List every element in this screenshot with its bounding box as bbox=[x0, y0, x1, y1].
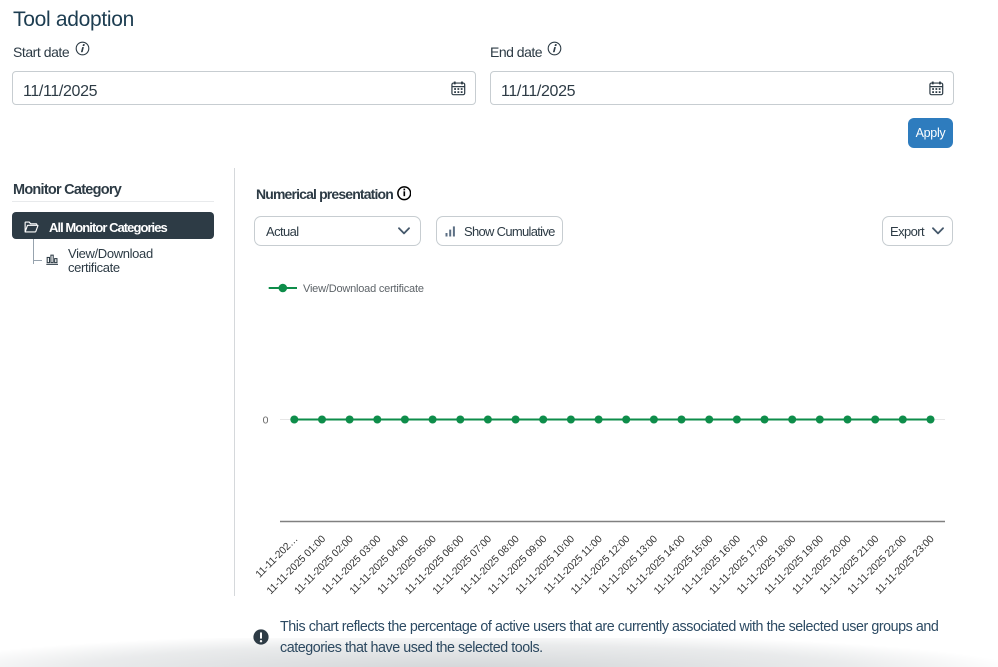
svg-text:View/Download certificate: View/Download certificate bbox=[303, 283, 424, 295]
svg-text:0: 0 bbox=[263, 415, 269, 427]
